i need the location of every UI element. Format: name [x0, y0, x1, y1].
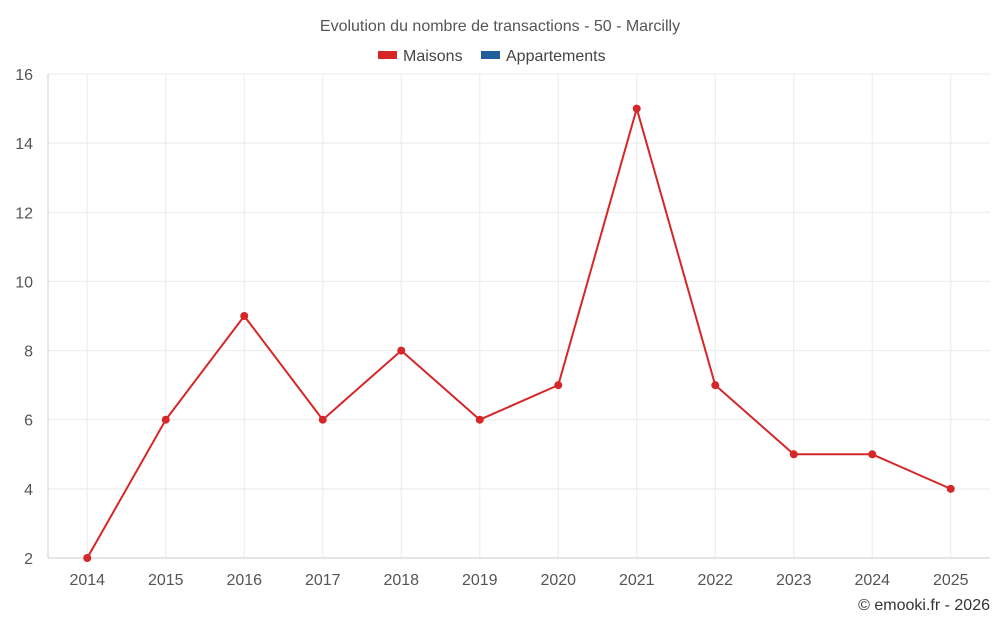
x-tick-label: 2023 [776, 572, 812, 589]
series-line-maisons [86, 107, 952, 559]
y-tick-label: 8 [24, 344, 33, 361]
data-point-maisons-2015[interactable] [161, 415, 170, 424]
data-point-maisons-2024[interactable] [868, 450, 877, 459]
chart-title: Evolution du nombre de transactions - 50… [320, 18, 680, 35]
x-tick-label: 2014 [69, 572, 105, 589]
data-point-maisons-2022[interactable] [711, 381, 720, 390]
data-point-maisons-2014[interactable] [83, 554, 92, 562]
x-tick-label: 2024 [854, 572, 890, 589]
y-tick-label: 6 [24, 413, 33, 430]
data-point-maisons-2018[interactable] [397, 346, 406, 355]
x-tick-label: 2016 [226, 572, 262, 589]
x-tick-label: 2019 [462, 572, 498, 589]
y-tick-label: 4 [24, 482, 33, 499]
grid [48, 73, 990, 558]
x-tick-label: 2022 [697, 572, 733, 589]
y-tick-label: 2 [24, 551, 33, 568]
legend-swatch-maisons [378, 51, 397, 59]
y-tick-label: 12 [15, 205, 33, 222]
legend-label-maisons: Maisons [403, 48, 463, 65]
legend-label-appartements: Appartements [506, 48, 606, 65]
legend: Maisons Appartements [378, 48, 606, 65]
data-point-maisons-2021[interactable] [632, 104, 641, 113]
y-tick-label: 16 [15, 67, 33, 84]
data-point-maisons-2016[interactable] [240, 312, 249, 320]
legend-swatch-appartements [481, 51, 500, 59]
axes: 2 4 6 8 10 12 14 16 2014 2015 2016 2017 2018 2019 2020… [15, 67, 990, 589]
x-tick-label: 2017 [305, 572, 341, 589]
x-tick-label: 2015 [148, 572, 184, 589]
x-tick-label: 2025 [933, 572, 969, 589]
data-point-maisons-2020[interactable] [554, 381, 563, 390]
series-maisons [83, 104, 955, 562]
data-point-maisons-2025[interactable] [946, 484, 955, 493]
credit-text: © emooki.fr - 2026 [858, 597, 990, 614]
x-tick-label: 2020 [540, 572, 576, 589]
data-point-maisons-2019[interactable] [475, 415, 484, 424]
x-tick-label: 2021 [619, 572, 655, 589]
legend-item-appartements[interactable]: Appartements [481, 48, 606, 65]
data-point-maisons-2017[interactable] [318, 415, 327, 424]
y-tick-label: 14 [15, 136, 33, 153]
legend-item-maisons[interactable]: Maisons [378, 48, 463, 65]
data-point-maisons-2023[interactable] [789, 450, 798, 459]
x-tick-label: 2018 [383, 572, 419, 589]
y-tick-label: 10 [15, 274, 33, 291]
